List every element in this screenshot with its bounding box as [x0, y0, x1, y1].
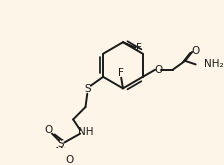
Text: NH: NH	[78, 127, 93, 137]
Text: NH₂: NH₂	[204, 59, 223, 69]
Text: O: O	[44, 125, 53, 135]
Text: O: O	[155, 65, 163, 75]
Text: O: O	[65, 155, 74, 165]
Text: F: F	[118, 68, 124, 78]
Text: O: O	[192, 46, 200, 56]
Text: F: F	[136, 43, 142, 53]
Text: S: S	[58, 139, 64, 149]
Text: S: S	[84, 84, 90, 94]
